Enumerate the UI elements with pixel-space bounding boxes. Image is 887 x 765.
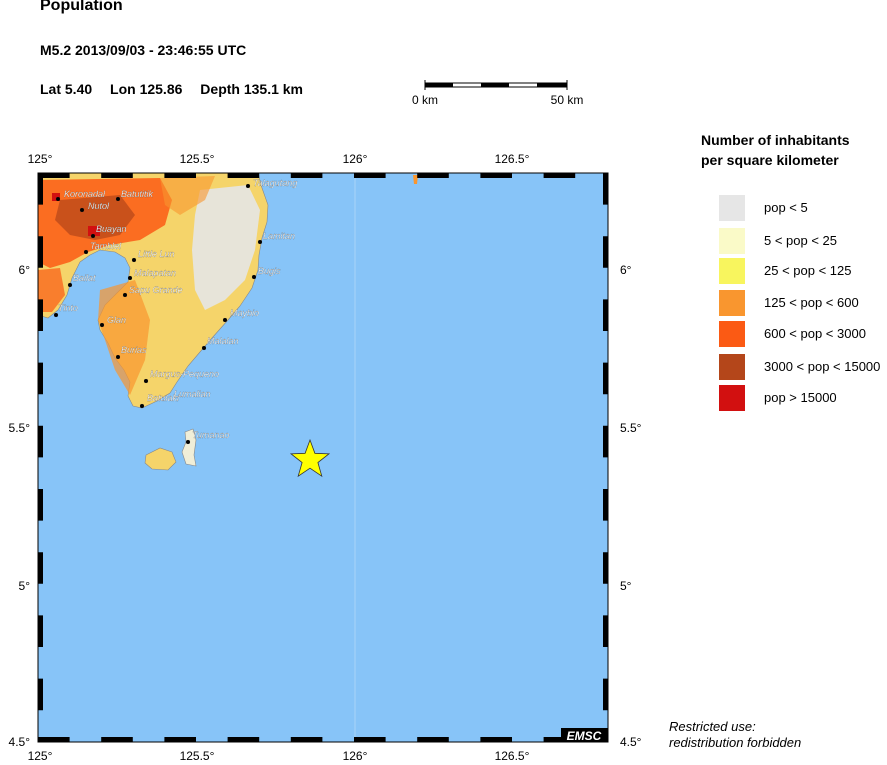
x-tick-top-0: 125°	[28, 152, 53, 166]
legend-swatch	[719, 385, 745, 411]
place-labels: Koronadal Batutitik Nutol Talagutang Bua…	[53, 178, 297, 445]
usage-notice-line-2: redistribution forbidden	[669, 735, 802, 750]
usage-notice-line-1: Restricted use:	[669, 719, 756, 734]
place-label-8: Bugis	[258, 266, 281, 276]
place-label-0: Koronadal	[64, 189, 106, 199]
y-tick-left-2: 5°	[19, 579, 31, 593]
place-label-6: Lamitan	[263, 231, 295, 241]
legend-title-line-1: Number of inhabitants	[701, 132, 850, 148]
y-tick-right-3: 4.5°	[620, 735, 642, 749]
place-label-5: Tamblel	[90, 241, 122, 251]
map-frame	[37, 172, 609, 743]
legend-label: 125 < pop < 600	[764, 295, 859, 310]
scale-start-label: 0 km	[412, 93, 438, 107]
legend-swatch	[719, 321, 745, 347]
legend-swatch	[719, 354, 745, 380]
place-label-11: Sapu Grande	[129, 285, 183, 295]
core-area-buayan	[88, 226, 100, 236]
epicenter-star-icon	[289, 438, 331, 478]
place-label-17: Margus-Pequeno	[150, 369, 219, 379]
x-tick-bottom-0: 125°	[28, 749, 53, 763]
core-area-koronadal	[52, 193, 60, 201]
event-coordinates: Lat 5.40 Lon 125.86 Depth 135.1 km	[40, 81, 317, 97]
legend-label: 25 < pop < 125	[764, 263, 852, 278]
place-label-3: Talagutang	[253, 178, 297, 188]
scale-bar: 0 km 50 km	[412, 80, 583, 107]
place-label-1: Batutitik	[121, 189, 154, 199]
x-tick-top-1: 125.5°	[180, 152, 215, 166]
place-label-18: Batulaki	[147, 393, 180, 403]
legend-label: pop < 5	[764, 200, 808, 215]
legend-title: Number of inhabitants per square kilomet…	[701, 130, 881, 170]
place-label-12: Tinto	[58, 303, 78, 313]
y-tick-right-0: 6°	[620, 263, 632, 277]
moderate-area-west	[98, 280, 150, 395]
land-island-west	[144, 447, 177, 471]
place-label-16: Burias	[121, 345, 147, 355]
moderate-area-north	[160, 176, 215, 215]
place-label-10: Malapatan	[134, 268, 176, 278]
x-tick-bottom-1: 125.5°	[180, 749, 215, 763]
y-tick-right-1: 5.5°	[620, 421, 642, 435]
place-label-2: Nutol	[88, 201, 110, 211]
place-label-9: Bailat	[73, 273, 96, 283]
legend-swatch	[719, 290, 745, 316]
legend-swatch	[719, 228, 745, 254]
emsc-logo: EMSC	[561, 728, 608, 743]
y-tick-left-1: 5.5°	[9, 421, 31, 435]
land-islet-north	[413, 175, 418, 184]
legend-swatch	[719, 195, 745, 221]
legend-label: 600 < pop < 3000	[764, 326, 866, 341]
x-tick-bottom-2: 126°	[343, 749, 368, 763]
emsc-logo-text: EMSC	[567, 729, 602, 743]
place-label-14: Maybio	[230, 308, 259, 318]
dense-area-west	[38, 268, 65, 312]
x-tick-bottom-3: 126.5°	[495, 749, 530, 763]
legend-label: 3000 < pop < 15000	[764, 359, 881, 374]
place-label-13: Glan	[107, 315, 126, 325]
legend-label: pop > 15000	[764, 390, 837, 405]
place-label-7: Little Lun	[138, 249, 175, 259]
latitude-text: Lat 5.40	[40, 81, 93, 97]
longitude-text: Lon 125.86	[110, 81, 183, 97]
dense-area-buayan	[55, 195, 135, 240]
place-label-4: Buayan	[96, 224, 127, 234]
scale-end-label: 50 km	[551, 93, 584, 107]
depth-text: Depth 135.1 km	[200, 81, 304, 97]
y-tick-left-0: 6°	[19, 263, 31, 277]
land-island-east	[181, 428, 197, 467]
y-tick-right-2: 5°	[620, 579, 632, 593]
legend-title-line-2: per square kilometer	[701, 152, 839, 168]
place-label-15: Malalan	[207, 336, 239, 346]
usage-notice: Restricted use: redistribution forbidden	[669, 719, 801, 751]
map-title: Population	[40, 0, 123, 14]
axis-labels: 125° 125.5° 126° 126.5° 125° 125.5° 126°…	[9, 152, 642, 763]
place-label-20: Tumanao	[192, 430, 229, 440]
x-tick-top-3: 126.5°	[495, 152, 530, 166]
y-tick-left-3: 4.5°	[9, 735, 31, 749]
event-info: M5.2 2013/09/03 - 23:46:55 UTC	[40, 42, 247, 58]
place-label-19: Lumalian	[174, 389, 211, 399]
legend-label: 5 < pop < 25	[764, 233, 838, 248]
legend-swatch	[719, 258, 745, 284]
x-tick-top-2: 126°	[343, 152, 368, 166]
sparse-area-east	[192, 185, 260, 310]
